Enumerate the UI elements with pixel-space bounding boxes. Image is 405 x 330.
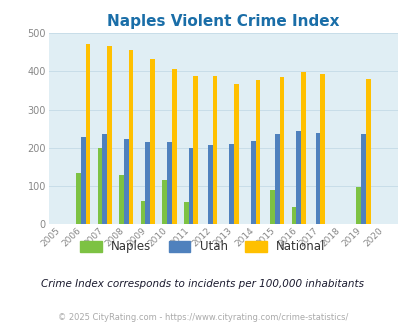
Bar bbox=[166, 143, 171, 224]
Bar bbox=[85, 44, 90, 224]
Bar bbox=[212, 76, 217, 224]
Bar bbox=[234, 83, 238, 224]
Bar bbox=[119, 175, 124, 224]
Bar bbox=[360, 134, 365, 224]
Bar bbox=[274, 134, 279, 224]
Text: © 2025 CityRating.com - https://www.cityrating.com/crime-statistics/: © 2025 CityRating.com - https://www.city… bbox=[58, 313, 347, 322]
Bar bbox=[76, 173, 81, 224]
Bar bbox=[171, 69, 176, 224]
Bar bbox=[162, 181, 166, 224]
Bar bbox=[255, 80, 260, 224]
Bar bbox=[102, 134, 107, 224]
Bar bbox=[188, 148, 193, 224]
Bar bbox=[356, 187, 360, 224]
Bar bbox=[183, 202, 188, 224]
Legend: Naples, Utah, National: Naples, Utah, National bbox=[77, 237, 328, 257]
Bar bbox=[150, 59, 155, 224]
Bar bbox=[98, 148, 102, 224]
Bar bbox=[365, 79, 370, 224]
Bar bbox=[81, 137, 85, 224]
Bar bbox=[207, 145, 212, 224]
Bar bbox=[291, 207, 296, 224]
Bar bbox=[193, 76, 198, 224]
Bar bbox=[301, 72, 305, 224]
Bar bbox=[107, 46, 112, 224]
Bar bbox=[124, 139, 128, 224]
Bar bbox=[279, 78, 283, 224]
Bar bbox=[145, 143, 150, 224]
Text: Crime Index corresponds to incidents per 100,000 inhabitants: Crime Index corresponds to incidents per… bbox=[41, 279, 364, 289]
Bar bbox=[296, 131, 301, 224]
Bar bbox=[320, 74, 324, 224]
Bar bbox=[141, 201, 145, 224]
Bar bbox=[128, 50, 133, 224]
Bar bbox=[269, 190, 274, 224]
Title: Naples Violent Crime Index: Naples Violent Crime Index bbox=[107, 14, 339, 29]
Bar bbox=[315, 133, 320, 224]
Bar bbox=[250, 141, 255, 224]
Bar bbox=[229, 144, 234, 224]
